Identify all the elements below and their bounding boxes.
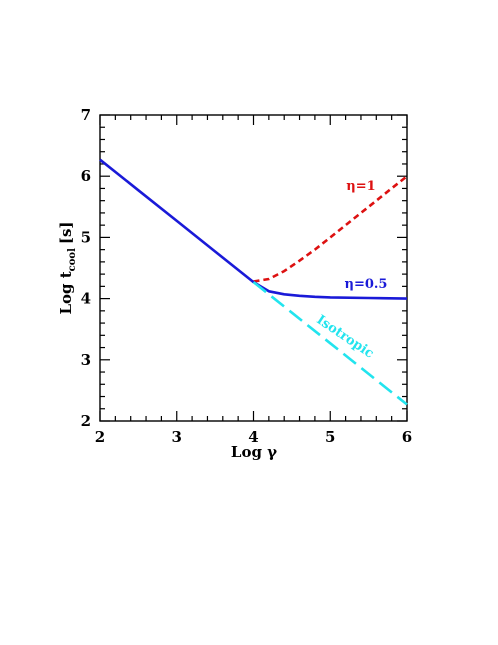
x-tick-label: 4: [248, 428, 258, 446]
y-axis-label-main: Log t: [57, 271, 75, 314]
y-tick-label: 5: [81, 228, 91, 246]
series-line-1: [99, 158, 408, 300]
x-tick-label: 5: [325, 428, 335, 446]
y-tick-label: 6: [81, 167, 91, 185]
x-tick-label: 2: [95, 428, 105, 446]
y-tick-label: 3: [81, 351, 91, 369]
y-axis-label-sub: cool: [67, 248, 78, 271]
annotation-eta-1: η=1: [346, 179, 375, 194]
tick-labels: 2 3 4 5 6 2 3 4 5 6 7: [81, 106, 413, 446]
x-tick-label: 6: [402, 428, 412, 446]
y-axis-label: Log tcool [s]: [57, 221, 78, 314]
y-tick-label: 4: [81, 290, 91, 308]
y-tick-label: 2: [81, 412, 91, 430]
annotation-eta-0-5: η=0.5: [345, 277, 388, 292]
y-axis-label-unit: [s]: [57, 221, 75, 244]
x-axis-label: Log γ: [231, 443, 277, 461]
plot-frame: [99, 114, 408, 422]
ticks: [99, 114, 408, 422]
series-line-0: [253, 175, 408, 283]
series-line-2: [252, 281, 408, 406]
y-tick-label: 7: [81, 106, 91, 124]
series-layer: [99, 158, 408, 406]
x-tick-label: 3: [172, 428, 182, 446]
